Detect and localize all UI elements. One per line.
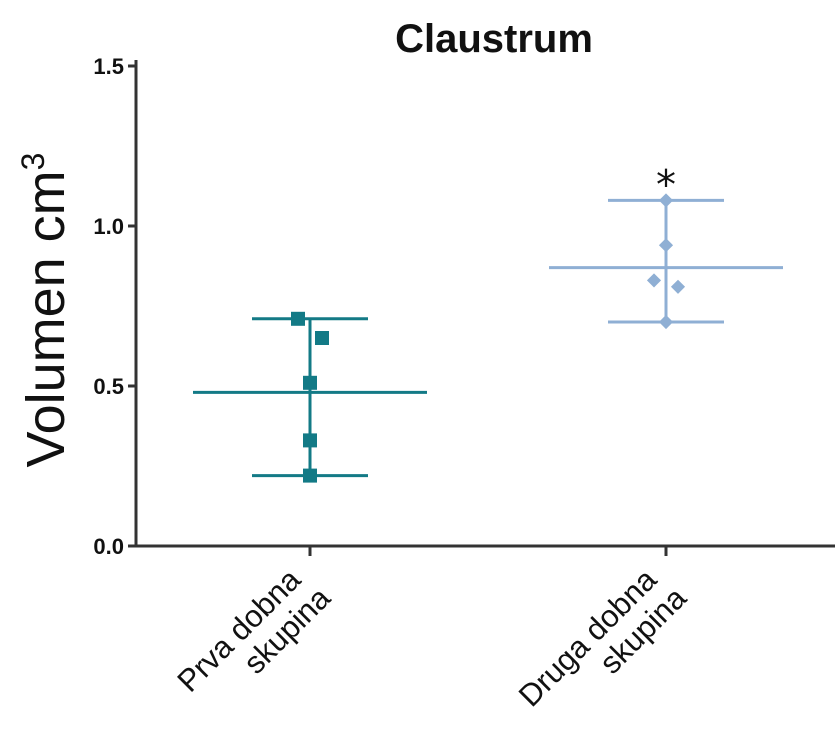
data-point-square bbox=[303, 375, 317, 390]
y-tick-label: 0.0 bbox=[93, 534, 124, 559]
data-point-diamond bbox=[646, 273, 662, 288]
data-point-square bbox=[291, 311, 305, 326]
data-point-diamond bbox=[658, 314, 674, 330]
y-ticks: 0.0 0.5 1.0 1.5 bbox=[93, 54, 136, 559]
chart-title: Claustrum bbox=[395, 17, 593, 61]
data-point-square bbox=[303, 433, 317, 448]
data-point-square bbox=[303, 468, 317, 483]
series-layer bbox=[193, 193, 783, 483]
data-point-diamond bbox=[670, 279, 686, 294]
y-axis-label-text: Volumen cm bbox=[16, 170, 76, 467]
y-axis-label-superscript: 3 bbox=[15, 153, 51, 171]
data-point-diamond bbox=[658, 193, 674, 208]
significance-marker: * bbox=[656, 162, 676, 208]
data-point-square bbox=[315, 331, 329, 345]
y-tick-label: 1.0 bbox=[93, 214, 124, 239]
data-point-diamond bbox=[658, 238, 674, 253]
annotation-layer: * bbox=[656, 162, 676, 208]
y-tick-label: 1.5 bbox=[93, 54, 124, 79]
y-axis-label: Volumen cm3 bbox=[15, 153, 76, 468]
y-tick-label: 0.5 bbox=[93, 374, 124, 399]
svg-text:Volumen cm3: Volumen cm3 bbox=[15, 153, 76, 468]
